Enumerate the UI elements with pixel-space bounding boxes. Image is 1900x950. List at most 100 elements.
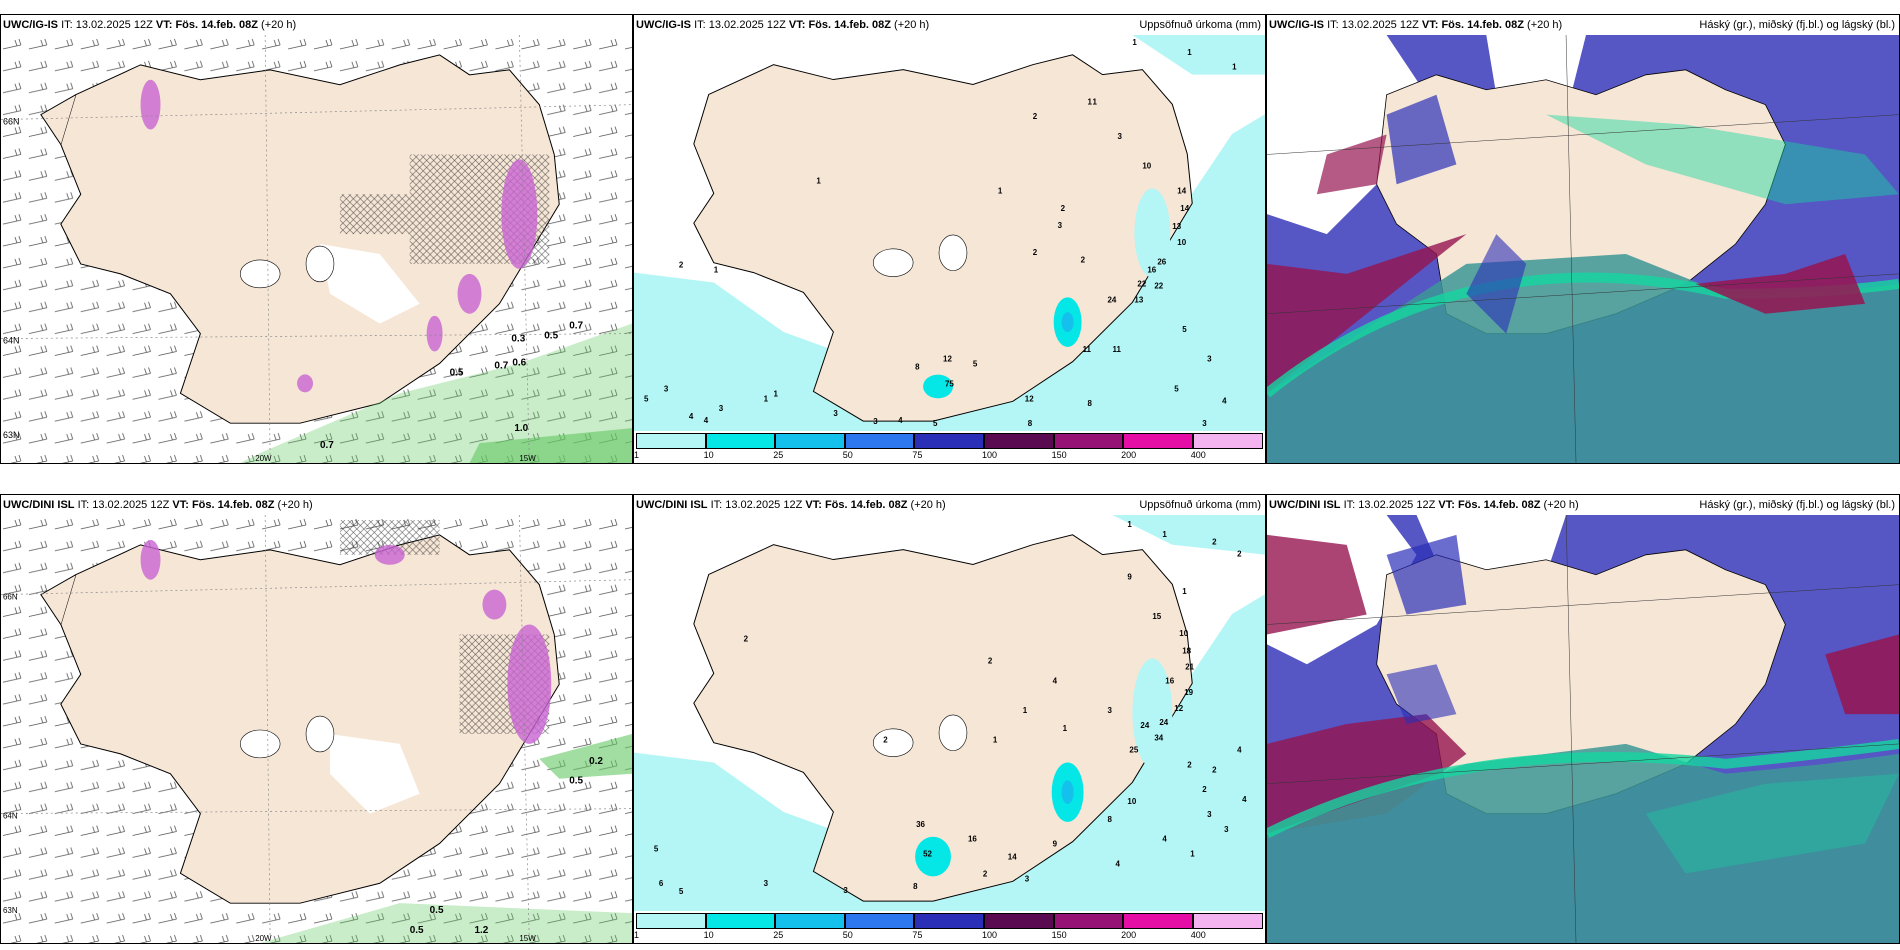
colorbar-label: 200	[1121, 930, 1137, 940]
value-label: 0.2	[589, 756, 603, 767]
value-label: 0.6	[512, 357, 526, 368]
precip-colorbar: 1 10 25 50 75 100 150 200 400	[634, 913, 1263, 941]
precip-value: 36	[916, 820, 925, 829]
lat-label-64: 64N	[3, 336, 19, 346]
precip-value: 3	[1224, 825, 1229, 834]
precip-title: Uppsöfnuð úrkoma (mm)	[1139, 19, 1261, 31]
precip-value: 5	[654, 845, 659, 854]
precip-value: 3	[764, 879, 769, 888]
precip-value: 75	[945, 379, 954, 388]
colorbar-label: 200	[1121, 450, 1137, 460]
precip-value: 1	[774, 389, 779, 398]
colorbar-label: 100	[981, 450, 998, 460]
precip-value: 3	[1202, 419, 1207, 428]
model-name: UWC/IG-IS	[1269, 19, 1324, 31]
precip-value: 5	[644, 394, 649, 403]
it-label: IT:	[77, 499, 90, 511]
iceland-land	[60, 534, 560, 904]
cloud-title: Háský (gr.), miðský (fj.bl.) og lágský (…	[1699, 499, 1895, 511]
model-name: UWC/IG-IS	[3, 19, 58, 31]
it-label: IT:	[710, 499, 723, 511]
precip-value: 1	[1088, 97, 1093, 106]
vt-label: VT:	[172, 499, 189, 511]
map-precip: 1 1 1 1 3 10 14 14 13 10 26 16 22 22 13 …	[634, 35, 1265, 431]
it-value: 13.02.2025 12Z	[1341, 19, 1419, 31]
precip-value: 14	[1008, 853, 1017, 862]
precip-value: 2	[988, 657, 993, 666]
precip-colorbar: 1 10 25 50 75 100 150 200 400	[634, 433, 1263, 461]
colorbar-swatch-1	[636, 433, 706, 449]
panel-header: UWC/DINI ISL IT: 13.02.2025 12Z VT: Fös.…	[634, 495, 1265, 515]
precip-value: 1	[998, 186, 1003, 195]
precip-value: 3	[1107, 706, 1112, 715]
precip-value: 24	[1159, 718, 1168, 727]
it-value: 13.02.2025 12Z	[725, 499, 803, 511]
it-label: IT:	[1343, 499, 1356, 511]
iceland-cloud-map	[1267, 515, 1899, 943]
precip-value: 3	[833, 409, 838, 418]
precip-value: 10	[1127, 797, 1136, 806]
cloud-panel-igis: UWC/IG-IS IT: 13.02.2025 12Z VT: Fös. 14…	[1266, 14, 1900, 464]
colorbar-swatch-100	[983, 433, 1054, 449]
lead-time: (+20 h)	[277, 499, 313, 511]
precip-value: 3	[873, 417, 878, 426]
it-value: 13.02.2025 12Z	[1358, 499, 1436, 511]
precip-value: 10	[1142, 162, 1151, 171]
colorbar-swatch-150	[1053, 433, 1124, 449]
colorbar-swatch-10	[705, 433, 776, 449]
lead-time: (+20 h)	[1527, 19, 1563, 31]
colorbar-label: 1	[634, 930, 640, 940]
precip-value: 52	[923, 850, 932, 859]
colorbar-label: 100	[981, 930, 998, 940]
value-label: 1.2	[474, 925, 488, 936]
value-label: 0.5	[569, 776, 583, 787]
lon-label-15w: 15W	[519, 454, 536, 463]
lat-label-66: 66N	[3, 593, 18, 602]
value-label: 1.0	[514, 423, 528, 434]
it-label: IT:	[61, 19, 73, 31]
colorbar-swatch-150	[1053, 913, 1124, 929]
precip-value: 3	[1117, 132, 1122, 141]
precip-value: 1	[993, 736, 998, 745]
precip-value: 12	[943, 355, 952, 364]
precip-value: 4	[704, 416, 709, 425]
colorbar-swatch-10	[705, 913, 776, 929]
precip-value: 2	[744, 635, 749, 644]
vt-value: Fös. 14.feb. 08Z	[824, 499, 908, 511]
it-value: 13.02.2025 12Z	[75, 19, 153, 31]
colorbar-label: 150	[1051, 450, 1067, 460]
precip-title: Uppsöfnuð úrkoma (mm)	[1139, 499, 1261, 511]
precip-value: 4	[1053, 676, 1058, 685]
model-name: UWC/DINI ISL	[3, 499, 75, 511]
cloud-panel-dini: UWC/DINI ISL IT: 13.02.2025 12Z VT: Fös.…	[1266, 494, 1900, 944]
wind-precip-panel-igis: UWC/IG-IS IT: 13.02.2025 12Z VT: Fös. 14…	[0, 14, 633, 464]
precip-value: 11	[1083, 345, 1092, 354]
precip-value: 14	[1177, 186, 1186, 195]
precip-value: 1	[1132, 38, 1137, 47]
vt-label: VT:	[1438, 499, 1455, 511]
panel-header: UWC/IG-IS IT: 13.02.2025 12Z VT: Fös. 14…	[1, 15, 632, 35]
lead-time: (+20 h)	[894, 19, 930, 31]
lead-time: (+20 h)	[1543, 499, 1579, 511]
precip-value: 1	[1127, 520, 1132, 529]
panel-header: UWC/DINI ISL IT: 13.02.2025 12Z VT: Fös.…	[1267, 495, 1899, 515]
precip-value: 5	[973, 360, 978, 369]
precip-value: 2	[1081, 256, 1086, 265]
precip-value: 3	[1058, 221, 1063, 230]
precip-value: 2	[1237, 550, 1242, 559]
precip-value: 4	[1237, 746, 1242, 755]
iceland-precip-map: 1 1 2 2 1 9 15 10 18 16 21 19 12 24 34 2…	[634, 515, 1265, 911]
precip-value: 1	[816, 177, 821, 186]
precip-value: 5	[1182, 325, 1187, 334]
model-name: UWC/IG-IS	[636, 19, 691, 31]
precip-value: 16	[968, 835, 977, 844]
model-name: UWC/DINI ISL	[636, 499, 708, 511]
vt-value: Fös. 14.feb. 08Z	[175, 19, 258, 31]
precip-value: 2	[1033, 112, 1038, 121]
vt-value: Fös. 14.feb. 08Z	[1457, 499, 1541, 511]
colorbar-label: 75	[912, 450, 923, 460]
precip-value: 24	[1107, 295, 1116, 304]
map-wind: 66N 64N 63N 20W 15W 0.5 0.5 0.2 1.2 0.5	[1, 515, 632, 943]
lat-label-63: 63N	[3, 430, 19, 440]
colorbar-label: 25	[773, 930, 784, 940]
